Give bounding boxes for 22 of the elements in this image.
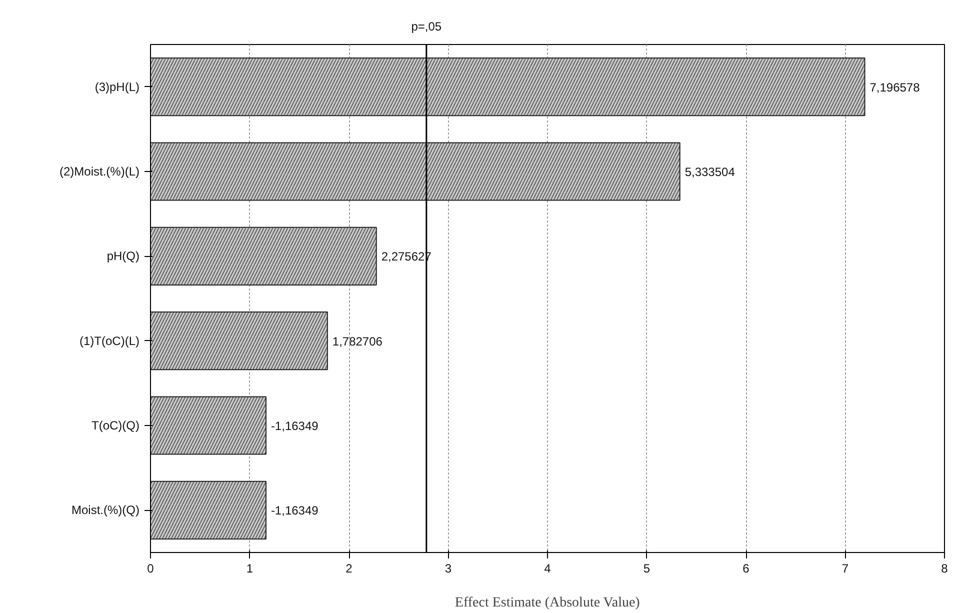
x-tick-label: 6	[742, 562, 750, 576]
x-tick-label: 3	[444, 562, 452, 576]
x-tick-label: 7	[842, 562, 849, 576]
y-tick-label: T(oC)(Q)	[92, 418, 140, 432]
ref-line-label: p=,05	[411, 20, 442, 34]
x-tick-label: 1	[246, 562, 254, 576]
x-tick-label: 0	[147, 562, 154, 576]
y-tick-label: pH(Q)	[106, 249, 140, 264]
data-label: -1,16349	[270, 419, 319, 433]
x-axis-title: Effect Estimate (Absolute Value)	[454, 596, 640, 610]
data-label: -1,16349	[270, 504, 319, 518]
y-tick-label: (1)T(oC)(L)	[80, 334, 140, 348]
x-tick-label: 8	[941, 562, 948, 576]
data-label: 5,333504	[684, 165, 736, 179]
data-label: 7,196578	[870, 80, 920, 94]
x-tick-label: 4	[544, 562, 552, 576]
data-label: 1,782706	[332, 334, 383, 348]
y-tick-label: Moist.(%)(Q)	[72, 503, 140, 518]
x-tick-label: 2	[346, 562, 353, 576]
x-tick-label: 5	[643, 562, 650, 576]
y-tick-label: (2)Moist.(%)(L)	[60, 164, 140, 178]
y-tick-label: (3)pH(L)	[94, 80, 140, 94]
